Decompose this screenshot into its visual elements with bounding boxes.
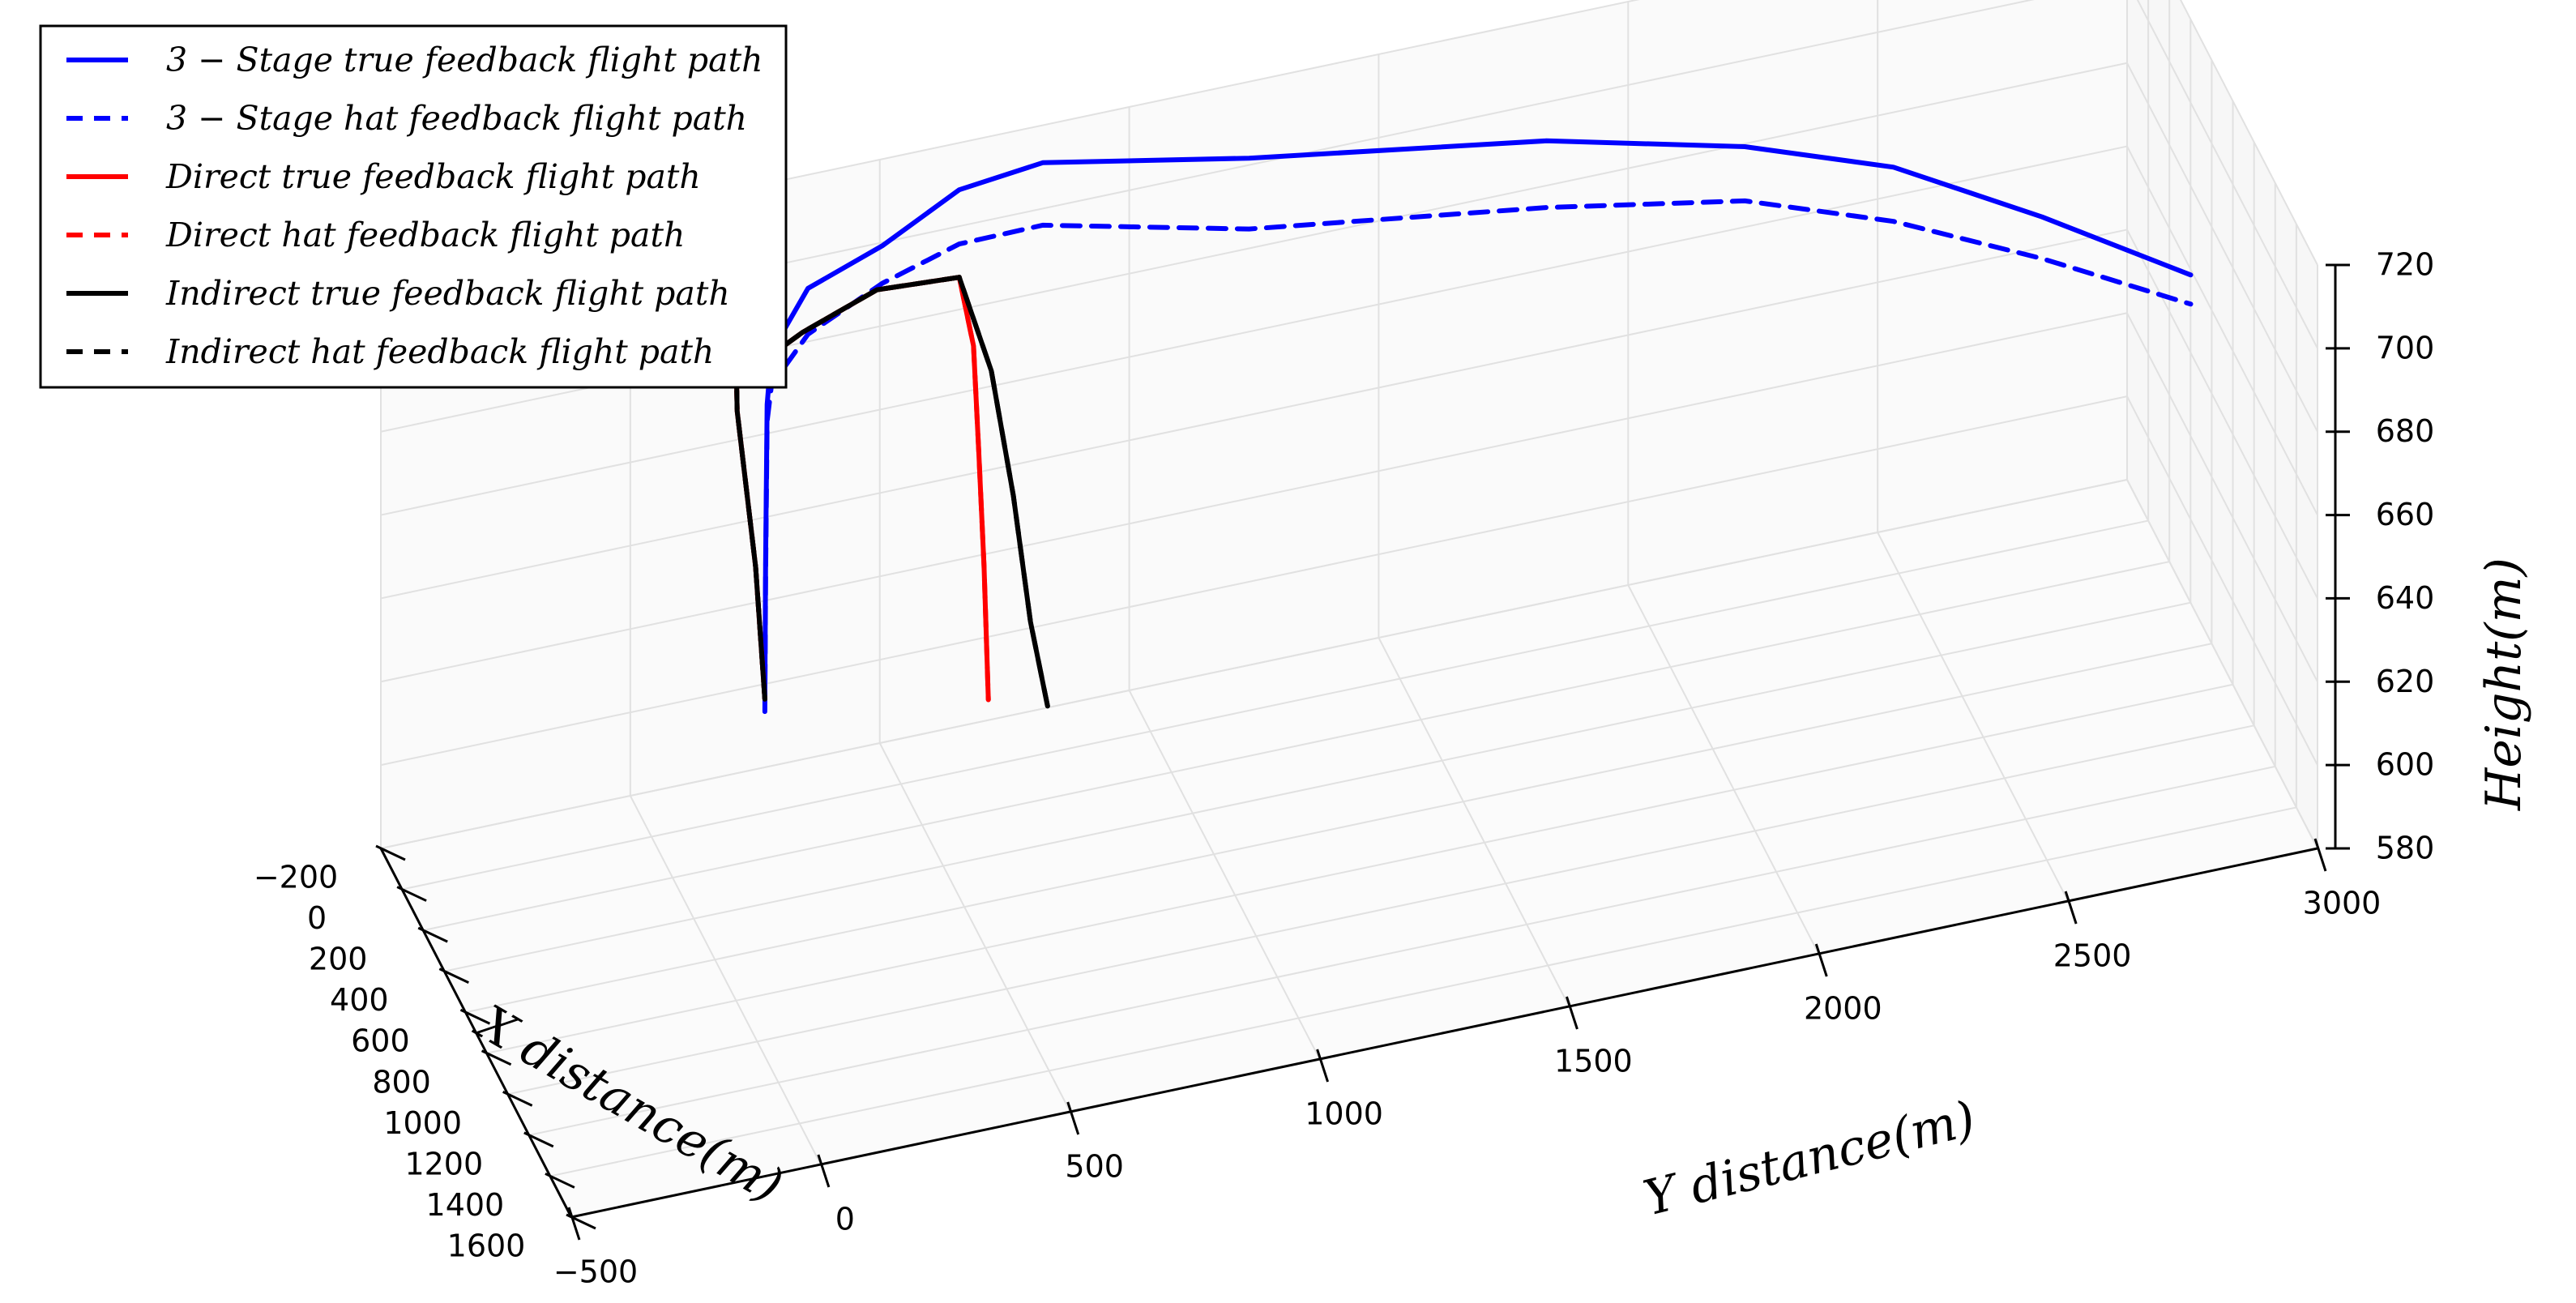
x-tick-label: 600 (351, 1023, 410, 1059)
legend-label-2: 3 − Stage hat feedback flight path (166, 99, 747, 138)
y-tick (1814, 943, 1828, 977)
grid-line (444, 601, 2191, 972)
x-tick-label: 1400 (426, 1187, 505, 1223)
legend-label-1: 3 − Stage true feedback flight path (166, 41, 763, 79)
y-tick-label: 3000 (2303, 886, 2382, 921)
grid-line (380, 312, 2128, 683)
grid-line (2126, 312, 2318, 682)
series-line-6 (734, 275, 1050, 709)
y-tick (1566, 996, 1578, 1030)
x-tick (502, 1090, 533, 1107)
grid-line (2179, 0, 2318, 266)
y-tick (2064, 891, 2078, 925)
grid-line (2126, 395, 2318, 766)
series-line-1 (762, 138, 2194, 702)
back-wall-pane (381, 0, 2127, 848)
y-tick-label: 500 (1065, 1149, 1124, 1185)
legend-label-3: Direct true feedback flight path (165, 157, 701, 196)
grid-line (380, 479, 2128, 849)
legend-box (39, 24, 788, 389)
x-tick (438, 968, 469, 985)
grid-line (465, 643, 2212, 1014)
legend-label-6: Indirect hat feedback flight path (165, 332, 714, 371)
x-tick (545, 1173, 575, 1189)
grid-line (878, 742, 1071, 1113)
grid-line (380, 229, 2128, 600)
x-tick-label: −200 (254, 860, 338, 895)
x-tick-label: 800 (372, 1064, 431, 1100)
y-tick-label: 1000 (1305, 1096, 1383, 1132)
y-tick-label: 1500 (1554, 1044, 1633, 1079)
floor-pane (381, 480, 2318, 1217)
y-axis-line (570, 847, 2318, 1219)
x-tick-label: 1000 (383, 1105, 462, 1141)
x-tick-label: 1200 (404, 1146, 483, 1181)
side-wall-pane (2127, 0, 2318, 848)
grid-line (2126, 229, 2318, 599)
grid-line (380, 145, 2128, 516)
y-tick (2313, 838, 2327, 872)
grid-line (423, 561, 2170, 932)
axis-panes (381, 0, 2318, 1217)
grid-line (1627, 584, 1820, 955)
z-tick-label: 660 (2376, 497, 2435, 532)
series-line-2 (762, 198, 2194, 715)
grid-line (2136, 0, 2318, 349)
grid-line (629, 795, 822, 1165)
y-tick (1066, 1101, 1080, 1135)
x-tick (375, 844, 406, 861)
grid-line (2126, 146, 2318, 516)
x-tick (396, 886, 427, 902)
z-tick-label: 680 (2376, 413, 2435, 449)
z-tick-label: 580 (2376, 831, 2435, 866)
x-tick-label: 1600 (447, 1228, 526, 1264)
y-tick-label: 2000 (1804, 991, 1882, 1027)
grid-line (486, 683, 2233, 1054)
z-tick-label: 600 (2376, 747, 2435, 783)
y-tick-label: 2500 (2053, 938, 2132, 974)
x-tick (481, 1049, 512, 1066)
z-tick-label: 620 (2376, 664, 2435, 699)
z-tick-label: 720 (2376, 247, 2435, 283)
grid-line (528, 765, 2275, 1136)
legend: 3 − Stage true feedback flight path 3 − S… (39, 24, 788, 389)
x-axis-line (379, 848, 573, 1218)
y-tick-label: −500 (553, 1254, 638, 1290)
x-tick (459, 1008, 491, 1025)
z-tick-label: 700 (2376, 330, 2435, 365)
grid-line (1877, 532, 2070, 902)
grid-line (380, 395, 2128, 767)
y-tick-label: 0 (835, 1202, 855, 1237)
x-tick-label: 0 (307, 900, 327, 936)
x-tick-label: 400 (330, 982, 389, 1018)
grid-line (507, 724, 2254, 1096)
axis-lines: −200 0 200 400 600 800 1000 1200 1400 1600 −500 0 50… (254, 247, 2434, 1290)
y-tick (567, 1207, 581, 1241)
grid-line (2126, 479, 2318, 849)
x-tick (417, 926, 448, 943)
y-axis-label: Y distance(m) (1638, 1090, 1981, 1227)
grid-line (401, 519, 2149, 891)
grid-line (1378, 637, 1570, 1007)
series-layer (734, 138, 2194, 715)
x-tick (523, 1131, 554, 1148)
x-tick-label: 200 (309, 942, 368, 977)
y-tick (1316, 1049, 1329, 1083)
legend-label-5: Indirect true feedback flight path (165, 274, 730, 313)
grid-line (2126, 62, 2318, 433)
y-tick (817, 1154, 831, 1188)
z-axis-label: Height(m) (2476, 558, 2532, 811)
grid-line (549, 806, 2297, 1177)
legend-label-4: Direct hat feedback flight path (165, 216, 685, 254)
grid-lines (380, 0, 2318, 1218)
grid-line (1128, 690, 1321, 1060)
z-tick-label: 640 (2376, 580, 2435, 616)
